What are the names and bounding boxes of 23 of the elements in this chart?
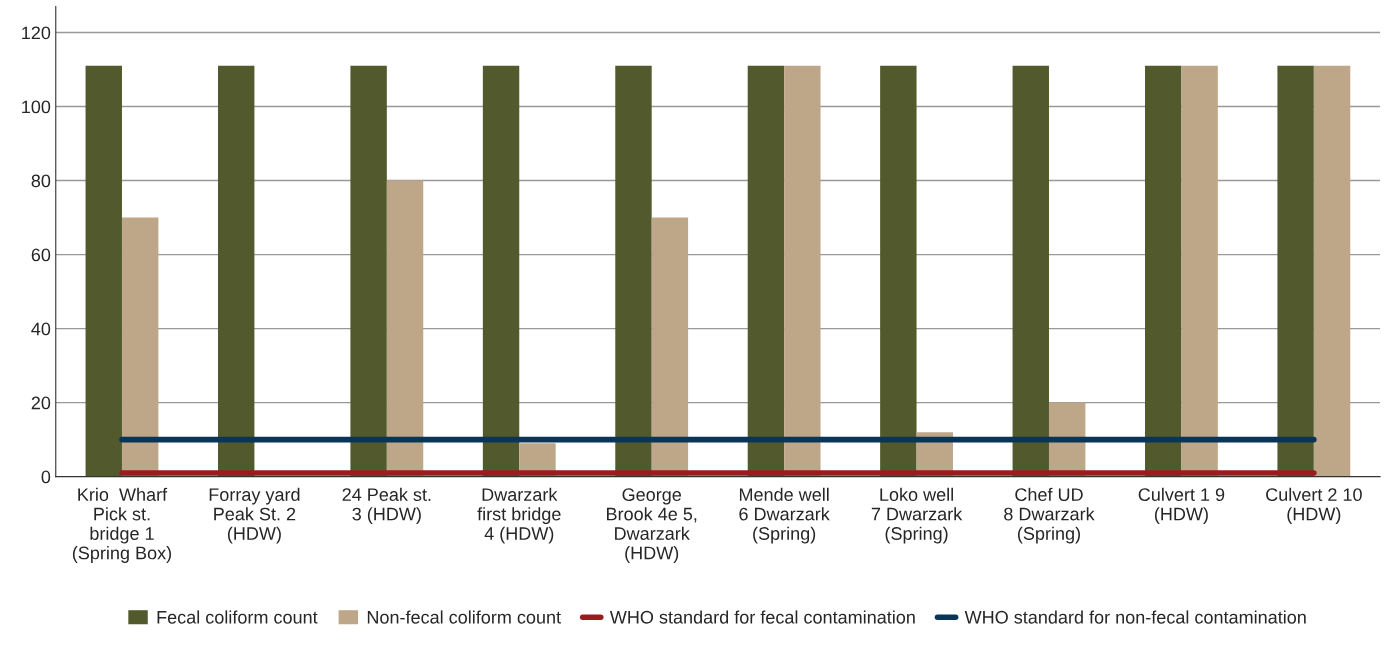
y-tick-label: 120 (22, 26, 51, 40)
x-tick-label: Loko well 7 Dwarzark (Spring) (871, 487, 963, 544)
legend-label: Non-fecal coliform count (367, 610, 561, 624)
x-tick-label: Krio Wharf Pick st. bridge 1 (Spring Box) (72, 487, 172, 563)
y-tick-label: 100 (22, 100, 51, 114)
legend-label: WHO standard for fecal contamination (609, 610, 915, 624)
y-tick-label: 0 (41, 470, 51, 484)
legend-label: Fecal coliform count (157, 610, 318, 624)
x-tick-label: Chef UD 8 Dwarzark (Spring) (1004, 487, 1095, 544)
x-tick-label: George Brook 4e 5, Dwarzark (HDW) (607, 488, 697, 563)
bar (1313, 65, 1351, 477)
x-tick-label: 24 Peak st. 3 (HDW) (342, 487, 431, 525)
y-tick-label: 20 (31, 396, 51, 410)
legend-label: WHO standard for non-fecal contamination (964, 610, 1306, 624)
x-tick-label: Mende well 6 Dwarzark (Spring) (739, 487, 830, 544)
x-tick-label: Culvert 1 9 (HDW) (1138, 487, 1225, 525)
x-tick-label: Dwarzark first bridge 4 (HDW) (477, 487, 561, 544)
x-tick-label: Forray yard Peak St. 2 (HDW) (209, 487, 300, 544)
y-tick-label: 40 (31, 322, 51, 336)
y-tick-label: 80 (31, 174, 51, 188)
y-tick-label: 60 (31, 248, 51, 262)
x-tick-label: Culvert 2 10 (HDW) (1266, 487, 1362, 525)
bar (85, 65, 122, 477)
